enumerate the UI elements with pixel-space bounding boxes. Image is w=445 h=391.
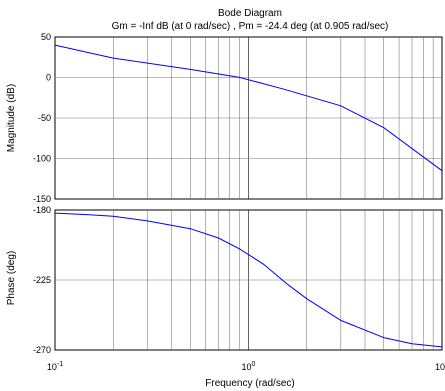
phase-panel: -180 -225 -270 — [33, 205, 443, 355]
chart-title: Bode Diagram — [218, 8, 282, 19]
phase-y-tick-label: -180 — [33, 205, 51, 215]
magnitude-y-tick-label: 0 — [46, 73, 51, 83]
magnitude-y-tick-label: 50 — [41, 32, 51, 42]
phase-y-tick-label: -225 — [33, 275, 51, 285]
magnitude-y-tick-label: -150 — [33, 194, 51, 204]
x-tick-label: 101 — [435, 361, 445, 372]
x-tick-label: 10-1 — [47, 361, 63, 372]
y-axis-label-phase: Phase (deg) — [6, 251, 17, 305]
phase-curve — [54, 212, 443, 348]
phase-y-tick-label: -270 — [33, 345, 51, 355]
magnitude-y-tick-label: -100 — [33, 154, 51, 164]
x-tick-label: 100 — [242, 361, 256, 372]
magnitude-panel: 50 0 -50 -100 -150 — [33, 32, 443, 204]
magnitude-y-tick-label: -50 — [38, 113, 51, 123]
chart-subtitle: Gm = -Inf dB (at 0 rad/sec) , Pm = -24.4… — [112, 21, 389, 32]
x-axis-label: Frequency (rad/sec) — [205, 378, 294, 389]
y-axis-label-magnitude: Magnitude (dB) — [6, 84, 17, 152]
magnitude-curve — [54, 44, 443, 172]
